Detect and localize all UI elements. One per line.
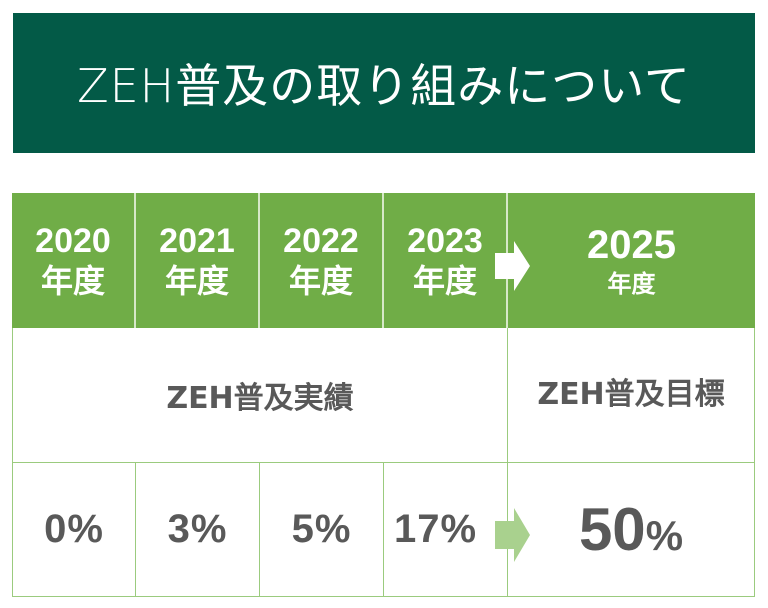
value-text: 17%: [393, 507, 478, 551]
header-suffix: 年度: [40, 261, 105, 300]
zeh-table: 2020 年度 2021 年度 2022 年度 2023 年度 2025 年度 …: [12, 193, 755, 597]
title-banner: ZEH普及の取り組みについて: [13, 13, 755, 153]
header-year: 2020: [35, 221, 111, 260]
header-suffix: 年度: [412, 261, 477, 300]
header-2020: 2020 年度: [12, 193, 136, 328]
value-text: 0%: [44, 507, 104, 551]
target-value: 50%: [579, 495, 683, 564]
right-arrow-icon: [495, 508, 530, 562]
header-suffix: 年度: [164, 261, 229, 300]
value-2025-target: 50%: [508, 463, 755, 597]
value-2023: 17%: [384, 463, 508, 597]
value-2022: 5%: [260, 463, 384, 597]
header-year: 2022: [283, 221, 359, 260]
target-number: 50: [578, 496, 646, 563]
page-title: ZEH普及の取り組みについて: [77, 59, 691, 113]
header-year: 2023: [407, 221, 483, 260]
value-text: 5%: [291, 507, 352, 551]
header-year: 2025: [587, 222, 676, 267]
value-2020: 0%: [12, 463, 136, 597]
target-label-cell: ZEH普及目標: [508, 328, 755, 463]
actual-label: ZEH普及実績: [166, 381, 354, 416]
right-arrow-icon: [495, 241, 530, 291]
target-sign: %: [645, 512, 684, 559]
header-2025: 2025 年度: [508, 193, 755, 328]
actual-label-cell: ZEH普及実績: [12, 328, 508, 463]
header-suffix: 年度: [607, 269, 656, 298]
header-year: 2021: [159, 221, 235, 260]
header-2023: 2023 年度: [384, 193, 508, 328]
header-2022: 2022 年度: [260, 193, 384, 328]
target-label: ZEH普及目標: [537, 377, 725, 412]
header-2021: 2021 年度: [136, 193, 260, 328]
value-text: 3%: [167, 507, 228, 551]
value-2021: 3%: [136, 463, 260, 597]
header-suffix: 年度: [288, 261, 353, 300]
